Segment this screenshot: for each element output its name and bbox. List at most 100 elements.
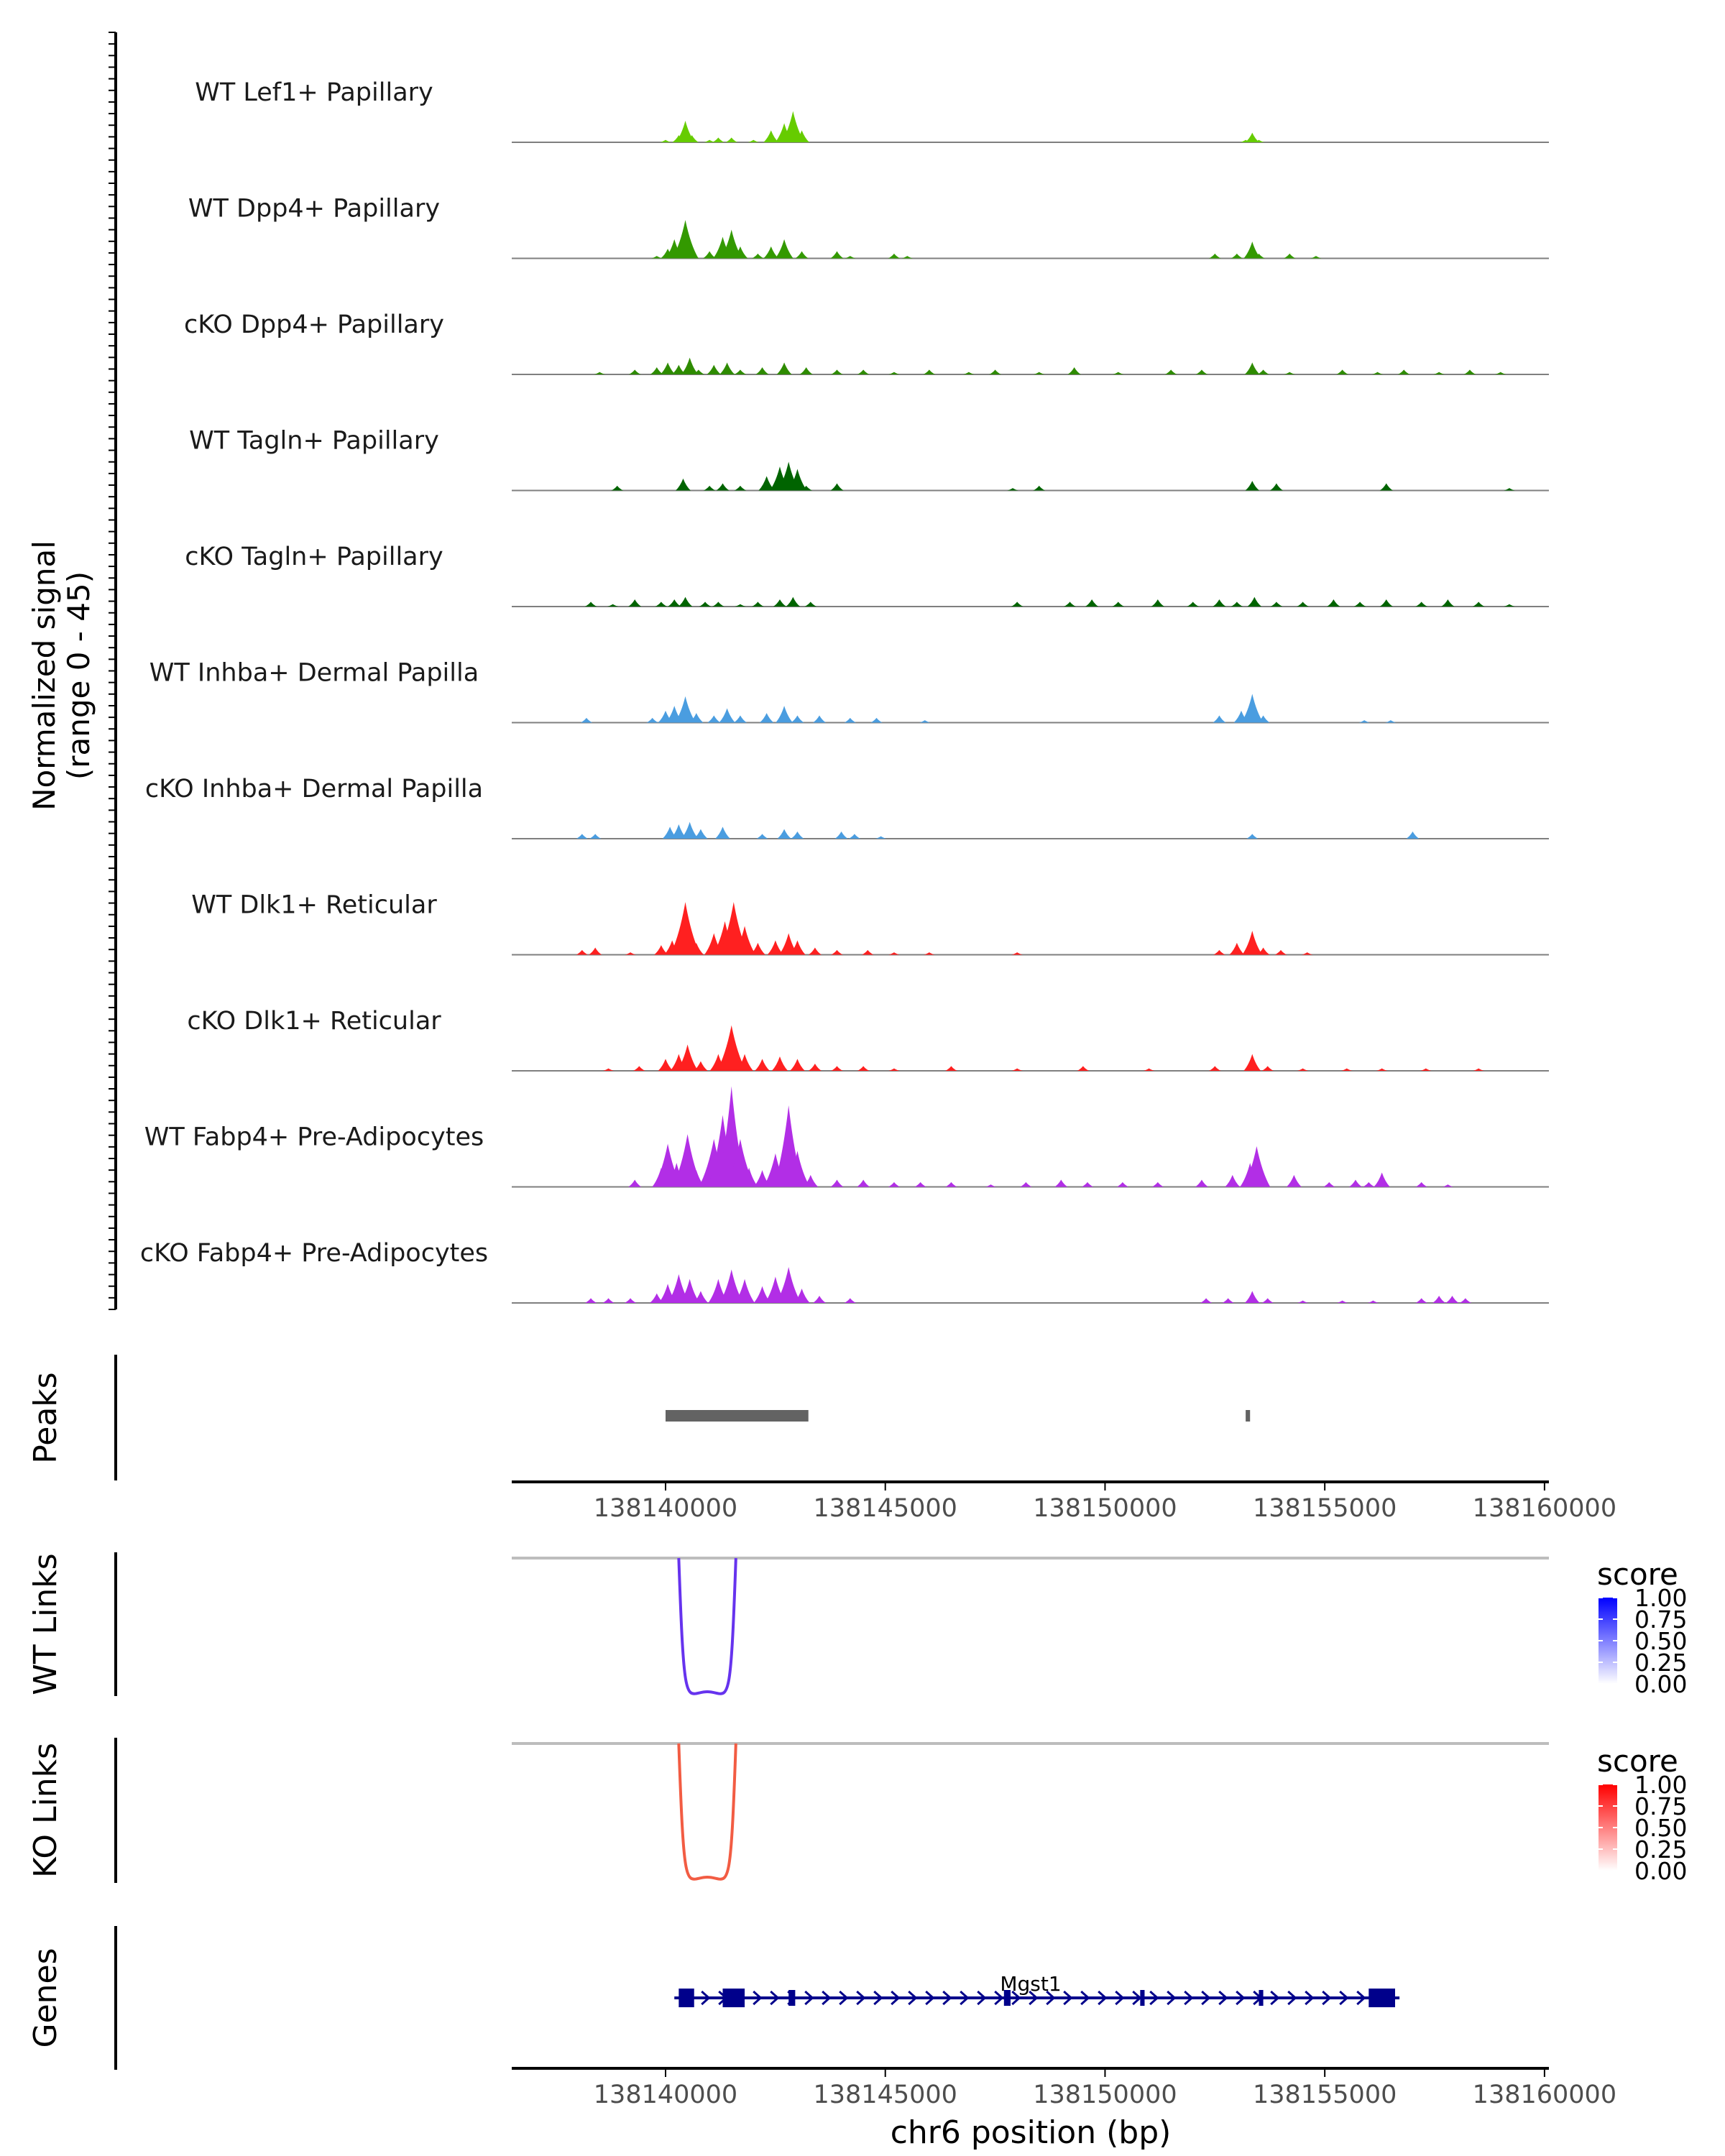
- coverage-peak: [689, 713, 704, 723]
- coverage-peak: [845, 256, 856, 259]
- track-label: cKO Dlk1+ Reticular: [187, 1007, 441, 1036]
- coverage-peak: [1302, 952, 1313, 955]
- coverage-peak: [763, 130, 779, 142]
- track-label: cKO Inhba+ Dermal Papilla: [145, 775, 483, 803]
- coverage-peak: [719, 1269, 744, 1303]
- coverage-peak: [848, 834, 861, 839]
- coverage-peak: [732, 246, 748, 259]
- signal-axis-label-line: Normalized signal: [27, 540, 62, 811]
- coverage-peak: [1256, 947, 1270, 955]
- coverage-peak: [831, 369, 843, 374]
- coverage-peak: [1243, 1054, 1261, 1071]
- strand-arrow: [839, 1990, 849, 2006]
- track: cKO Inhba+ Dermal Papilla: [145, 775, 1549, 839]
- coverage-peak: [1077, 1066, 1090, 1071]
- coverage-peak: [607, 604, 619, 607]
- coverage-peak: [1445, 1296, 1459, 1303]
- coverage-peak: [795, 251, 809, 259]
- coverage-peak: [1385, 720, 1397, 723]
- gene-exon: [788, 1990, 796, 2006]
- legend-tick-label: 0.50: [1634, 1814, 1687, 1842]
- track-label: cKO Fabp4+ Pre-Adipocytes: [140, 1239, 488, 1268]
- coverage-peak: [755, 1059, 770, 1071]
- signal-axis-label: Normalized signal(range 0 - 45): [27, 540, 96, 811]
- gene-exon: [1003, 1990, 1011, 2006]
- coverage-peak: [1353, 602, 1366, 607]
- coverage-peak: [923, 369, 936, 374]
- strand-arrow: [1046, 1990, 1056, 2006]
- strand-arrow: [1356, 1990, 1366, 2006]
- coverage-peak: [624, 1298, 637, 1303]
- coverage-peak: [1081, 1181, 1094, 1187]
- coverage-peak: [750, 942, 765, 955]
- coverage-peak: [1067, 367, 1081, 374]
- coverage-peak: [1256, 715, 1270, 723]
- coverage-peak: [1348, 1179, 1363, 1187]
- strand-arrow: [804, 1990, 814, 2006]
- strand-arrow: [977, 1990, 987, 2006]
- coverage-peak: [924, 952, 935, 955]
- x-tick-label: 138150000: [1033, 1494, 1177, 1523]
- strand-arrow: [1287, 1990, 1297, 2006]
- strand-arrow: [873, 1990, 883, 2006]
- track: cKO Fabp4+ Pre-Adipocytes: [140, 1239, 1549, 1304]
- coverage-peak: [660, 139, 671, 142]
- coverage-peak: [888, 372, 900, 374]
- coverage-peak: [989, 369, 1001, 374]
- coverage-peak: [784, 1151, 810, 1187]
- coverage-peak: [719, 362, 735, 374]
- coverage-peak: [861, 949, 874, 955]
- strand-arrow: [701, 1990, 711, 2006]
- coverage-peak: [671, 364, 686, 374]
- coverage-peak: [1241, 694, 1264, 723]
- x-tick-label: 138140000: [594, 1494, 737, 1523]
- gene-exon: [722, 1989, 745, 2007]
- coverage-peak: [1208, 253, 1221, 259]
- strand-arrow: [1201, 1990, 1211, 2006]
- coverage-peak: [1112, 602, 1125, 607]
- legend-tick-label: 0.25: [1634, 1649, 1687, 1677]
- coverage-peak: [1230, 253, 1243, 259]
- gene-exon: [1259, 1990, 1264, 2006]
- coverage-peak: [1336, 369, 1349, 374]
- legend-tick-label: 0.25: [1634, 1835, 1687, 1864]
- coverage-peak: [1504, 488, 1515, 491]
- coverage-peak: [734, 369, 747, 374]
- coverage-peak: [1213, 599, 1226, 607]
- x-axis-title: chr6 position (bp): [891, 2114, 1172, 2151]
- coverage-peak: [775, 239, 794, 259]
- coverage-peak: [812, 715, 827, 723]
- coverage-peak: [901, 256, 913, 259]
- coverage-peak: [753, 1286, 771, 1303]
- peaks-x-axis: 138140000 138145000 138150000 138155000 1381…: [512, 1480, 1616, 1523]
- coverage-peak: [1245, 481, 1260, 491]
- coverage-peak: [1113, 372, 1124, 374]
- strand-arrow: [1011, 1990, 1021, 2006]
- coverage-peak: [670, 902, 701, 955]
- coverage-peak: [685, 135, 699, 142]
- coverage-peak: [945, 1181, 957, 1187]
- coverage-peak: [1257, 369, 1269, 374]
- coverage-peak: [1019, 1181, 1032, 1187]
- coverage-peak: [1495, 372, 1506, 374]
- coverage-peak: [693, 1291, 709, 1303]
- coverage-peak: [736, 1054, 753, 1071]
- coverage-peak: [725, 137, 738, 142]
- strand-arrow: [891, 1990, 901, 2006]
- track-label: WT Tagln+ Papillary: [189, 427, 439, 456]
- coverage-peak: [1283, 253, 1296, 259]
- coverage-peak: [576, 834, 589, 839]
- coverage-peak: [875, 836, 887, 839]
- track-label: WT Fabp4+ Pre-Adipocytes: [144, 1123, 484, 1152]
- coverage-peak: [773, 599, 787, 607]
- coverage-peak: [831, 949, 843, 955]
- coverage-peak: [1406, 831, 1420, 839]
- coverage-peak: [1415, 1298, 1428, 1303]
- coverage-peak: [870, 717, 883, 723]
- coverage-peak: [679, 1279, 700, 1303]
- coverage-peak: [1007, 488, 1018, 491]
- coverage-peak: [720, 229, 743, 259]
- coverage-peak: [699, 602, 712, 607]
- track-label: WT Dlk1+ Reticular: [191, 891, 437, 920]
- coverage-peak: [628, 1179, 642, 1187]
